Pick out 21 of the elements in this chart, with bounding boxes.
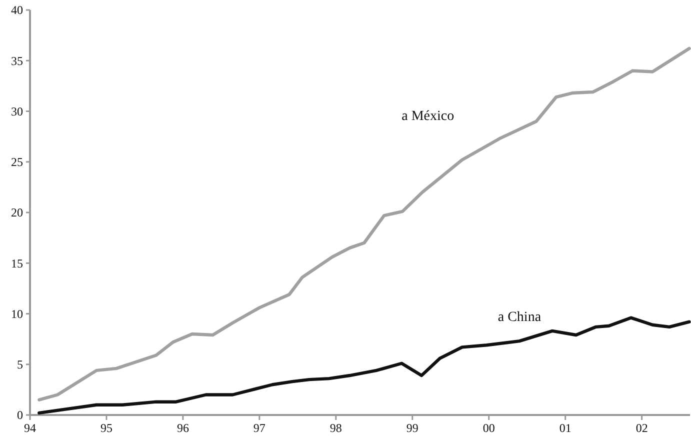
y-tick-label: 35 bbox=[11, 54, 23, 68]
y-tick-label: 0 bbox=[17, 408, 23, 422]
x-tick-label: 01 bbox=[559, 421, 572, 435]
y-tick-label: 15 bbox=[11, 256, 23, 270]
x-tick-label: 99 bbox=[406, 421, 418, 435]
x-tick-label: 97 bbox=[253, 421, 266, 435]
x-tick-label: 00 bbox=[482, 421, 495, 435]
y-tick-label: 40 bbox=[11, 3, 23, 18]
x-tick-label: 98 bbox=[330, 421, 342, 435]
text: a México bbox=[402, 108, 454, 124]
line-series bbox=[38, 46, 691, 402]
series-label: a China bbox=[498, 310, 542, 326]
x-tick-label: 95 bbox=[100, 421, 112, 435]
x-tick-label: 96 bbox=[176, 421, 189, 435]
y-tick-label: 25 bbox=[11, 155, 23, 170]
y-tick-label: 30 bbox=[11, 104, 23, 118]
y-tick-label: 20 bbox=[11, 206, 23, 220]
x-tick-label: 94 bbox=[24, 421, 36, 435]
x-tick-label: 02 bbox=[636, 421, 648, 435]
y-tick-label: 10 bbox=[11, 306, 23, 321]
y-tick-label: 5 bbox=[17, 358, 23, 372]
